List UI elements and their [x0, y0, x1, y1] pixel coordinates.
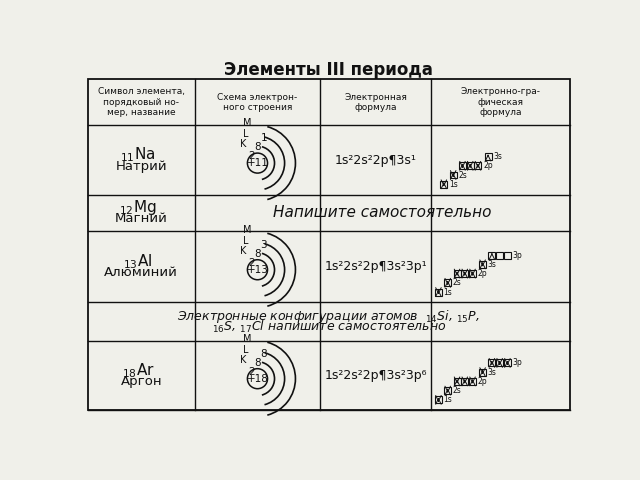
Text: 1s: 1s [449, 180, 458, 189]
Bar [459, 162, 466, 169]
Bar [484, 153, 492, 160]
Bar [454, 378, 461, 385]
Text: Элементы III периода: Элементы III периода [223, 61, 433, 79]
Bar [488, 360, 495, 366]
Bar [450, 171, 457, 179]
Text: 1s²2s²2p¶3s²3p⁶: 1s²2s²2p¶3s²3p⁶ [324, 369, 427, 382]
Bar [469, 270, 476, 277]
Text: 1s: 1s [444, 396, 452, 404]
Bar [444, 279, 451, 286]
Text: L: L [243, 236, 248, 246]
Bar [461, 270, 468, 277]
Text: 1s²2s²2p¶3s²3p¹: 1s²2s²2p¶3s²3p¹ [324, 260, 427, 273]
Text: M: M [243, 334, 252, 344]
Text: 2: 2 [248, 258, 255, 268]
Bar [444, 387, 451, 394]
Bar [461, 378, 468, 385]
Bar [435, 396, 442, 403]
Text: +18: +18 [246, 374, 268, 384]
Bar [479, 369, 486, 376]
Text: L: L [243, 129, 248, 139]
Text: Натрий: Натрий [115, 160, 167, 173]
Bar [454, 270, 461, 277]
Text: 2: 2 [248, 367, 255, 377]
Bar [435, 288, 442, 296]
Text: +13: +13 [246, 265, 268, 275]
Text: +11: +11 [246, 158, 268, 168]
Text: Магний: Магний [115, 213, 168, 226]
Bar [479, 261, 486, 268]
Text: 3p: 3p [513, 251, 522, 260]
Text: Аргон: Аргон [120, 375, 162, 388]
Text: 2p: 2p [477, 377, 487, 386]
Bar [467, 162, 474, 169]
Text: Напишите самостоятельно: Напишите самостоятельно [273, 205, 492, 220]
Text: Электронные конфигурации атомов  $_{14}$Si, $_{15}$P,: Электронные конфигурации атомов $_{14}$S… [177, 308, 480, 325]
Bar [88, 79, 570, 410]
Text: 2s: 2s [452, 386, 461, 395]
Text: 3p: 3p [513, 359, 522, 367]
Text: $_{\mathregular{12}}$Mg: $_{\mathregular{12}}$Mg [119, 198, 157, 217]
Text: 1s: 1s [444, 288, 452, 297]
Text: Алюминий: Алюминий [104, 266, 178, 279]
Text: K: K [241, 139, 246, 149]
Text: M: M [243, 119, 252, 129]
Text: Символ элемента,
порядковый но-
мер, название: Символ элемента, порядковый но- мер, наз… [98, 87, 185, 117]
Text: $_{16}$S, $_{17}$Cl напишите самостоятельно: $_{16}$S, $_{17}$Cl напишите самостоятел… [212, 319, 446, 335]
Text: $_{\mathregular{13}}$Al: $_{\mathregular{13}}$Al [124, 252, 153, 271]
Text: 1s²2s²2p¶3s¹: 1s²2s²2p¶3s¹ [335, 154, 417, 167]
Text: 8: 8 [254, 358, 260, 368]
Bar [440, 181, 447, 188]
Text: 8: 8 [254, 143, 260, 153]
Text: 1: 1 [260, 133, 267, 144]
Bar [496, 360, 503, 366]
Text: 3s: 3s [493, 152, 502, 161]
Text: Электронно-гра-
фическая
формула: Электронно-гра- фическая формула [460, 87, 540, 117]
Text: 8: 8 [260, 349, 267, 359]
Text: 3s: 3s [488, 368, 497, 377]
Bar [504, 252, 511, 259]
Bar [469, 378, 476, 385]
Text: K: K [241, 355, 246, 365]
Text: 2s: 2s [458, 170, 467, 180]
Bar [474, 162, 481, 169]
Bar [488, 252, 495, 259]
Text: 3: 3 [260, 240, 267, 250]
Text: M: M [243, 225, 252, 235]
Bar [496, 252, 503, 259]
Text: 2p: 2p [483, 161, 493, 170]
Text: K: K [241, 246, 246, 256]
Text: 8: 8 [254, 249, 260, 259]
Text: 2p: 2p [477, 269, 487, 278]
Text: 2s: 2s [452, 278, 461, 288]
Text: 2: 2 [248, 151, 255, 161]
Text: Схема электрон-
ного строения: Схема электрон- ного строения [218, 93, 298, 112]
Bar [504, 360, 511, 366]
Text: Электронная
формула: Электронная формула [344, 93, 407, 112]
Text: 3s: 3s [488, 260, 497, 269]
Text: L: L [243, 345, 248, 355]
Text: $_{\mathregular{18}}$Ar: $_{\mathregular{18}}$Ar [122, 361, 155, 380]
Text: $_{\mathregular{11}}$Na: $_{\mathregular{11}}$Na [120, 145, 156, 164]
